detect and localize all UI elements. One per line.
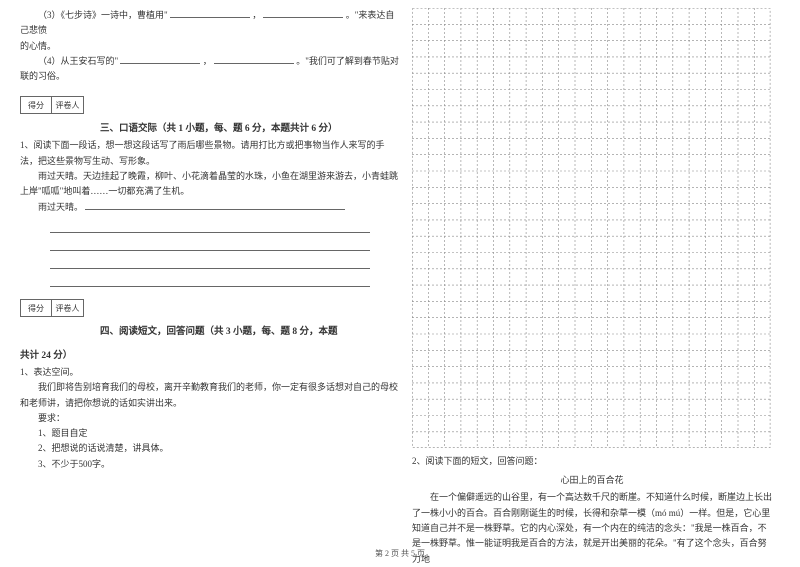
section-3-title: 三、口语交际（共 1 小题，每、题 6 分，本题共计 6 分） xyxy=(100,120,400,134)
q3-blank1 xyxy=(170,8,250,18)
q3-blank2 xyxy=(263,8,343,18)
answer-line-3 xyxy=(50,255,370,269)
answer-line-1 xyxy=(50,219,370,233)
score-label: 得分 xyxy=(20,96,52,114)
score-label-2: 得分 xyxy=(20,299,52,317)
q4-blank2 xyxy=(214,54,294,64)
s4-q1-title: 1、表达空间。 xyxy=(20,365,400,380)
score-box-section3: 得分 评卷人 xyxy=(20,96,400,114)
q3-prefix: （3）《七步诗》一诗中，曹植用" xyxy=(38,10,168,20)
s4-req1: 1、题目自定 xyxy=(38,426,400,441)
answer-line-4 xyxy=(50,273,370,287)
s3-para2-text: 雨过天晴。 xyxy=(38,202,83,212)
q4-mid: ， xyxy=(203,56,212,66)
grader-label: 评卷人 xyxy=(52,96,84,114)
s3-para2: 雨过天晴。 xyxy=(20,200,400,215)
section-4-title-p1: 四、阅读短文，回答问题（共 3 小题，每、题 8 分，本题 xyxy=(100,323,400,337)
s4-req-label: 要求： xyxy=(20,411,400,426)
section-4-title-p2: 共计 24 分） xyxy=(20,347,400,361)
grid-svg xyxy=(412,8,771,448)
s4-req2: 2、把想说的话说清楚，讲具体。 xyxy=(38,441,400,456)
question-3-line1: （3）《七步诗》一诗中，曹植用" ， 。"来表达自己悲愤 xyxy=(20,8,400,39)
q4-blank1 xyxy=(120,54,200,64)
grader-label-2: 评卷人 xyxy=(52,299,84,317)
page-footer: 第 2 页 共 5 页 xyxy=(0,548,800,559)
question-3-line2: 的心情。 xyxy=(20,39,400,54)
s4-q1-body: 我们即将告别培育我们的母校，离开辛勤教育我们的老师，你一定有很多话想对自己的母校… xyxy=(20,380,400,411)
q3-mid: ， xyxy=(252,10,261,20)
answer-line-2 xyxy=(50,237,370,251)
story-title: 心田上的百合花 xyxy=(412,473,772,486)
left-column: （3）《七步诗》一诗中，曹植用" ， 。"来表达自己悲愤 的心情。 （4）从王安… xyxy=(20,8,400,567)
s3-q1-intro: 1、阅读下面一段话，想一想这段话写了雨后哪些景物。请用打比方或把事物当作人来写的… xyxy=(20,138,400,169)
question-4-line1: （4）从王安石写的" ， 。"我们可了解到春节贴对联的习俗。 xyxy=(20,54,400,85)
writing-grid xyxy=(412,8,772,448)
s4-q2-intro: 2、阅读下面的短文，回答问题： xyxy=(412,454,772,469)
requirements-list: 1、题目自定 2、把想说的话说清楚，讲具体。 3、不少于500字。 xyxy=(38,426,400,472)
s3-answer-inline xyxy=(85,200,345,210)
s4-req3: 3、不少于500字。 xyxy=(38,457,400,472)
right-column: 2、阅读下面的短文，回答问题： 心田上的百合花 在一个偏僻遥远的山谷里，有一个高… xyxy=(412,8,772,567)
q4-prefix: （4）从王安石写的" xyxy=(38,56,118,66)
score-box-section4: 得分 评卷人 xyxy=(20,299,400,317)
s3-para1: 雨过天晴。天边挂起了晚霞，柳叶、小花滴着晶莹的水珠，小鱼在湖里游来游去，小青蛙跳… xyxy=(20,169,400,200)
